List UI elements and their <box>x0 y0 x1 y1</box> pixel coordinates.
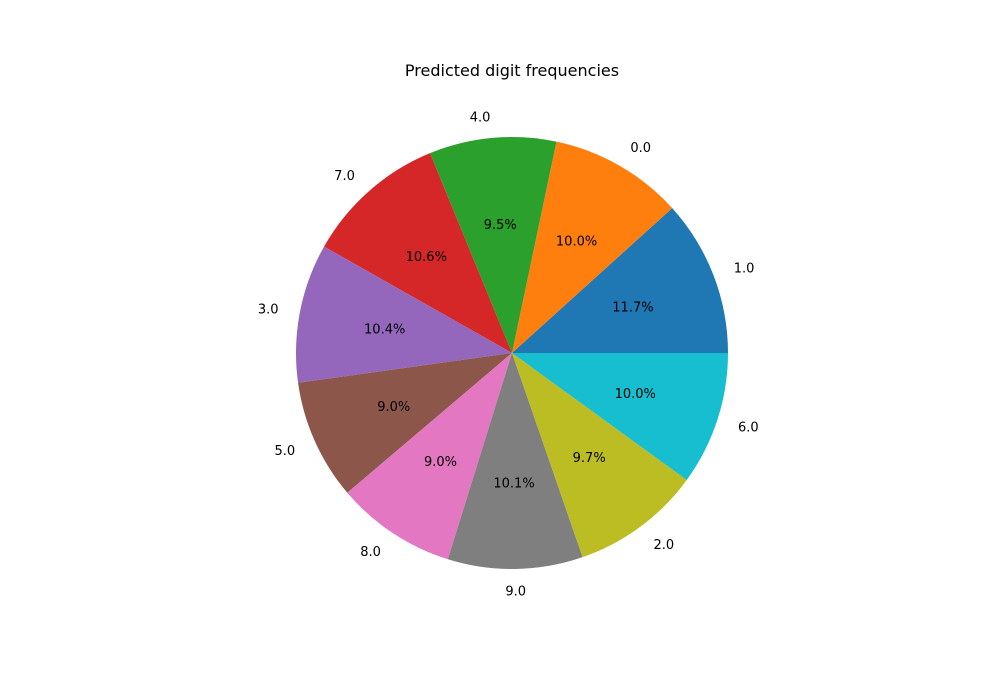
slice-label-3-0: 3.0 <box>258 302 279 317</box>
slice-pct-7-0: 10.6% <box>406 250 447 265</box>
slice-label-7-0: 7.0 <box>334 169 355 184</box>
slice-pct-8-0: 9.0% <box>424 455 457 470</box>
pie-labels: 1.0 11.7% 0.0 10.0% 4.0 9.5% 7.0 10.6% 3.0 10.4% 5… <box>258 110 759 599</box>
slice-label-8-0: 8.0 <box>360 545 381 560</box>
slice-label-0-0: 0.0 <box>630 141 651 156</box>
slice-pct-1-0: 11.7% <box>612 300 653 315</box>
chart-title: Predicted digit frequencies <box>405 61 619 80</box>
slice-pct-2-0: 9.7% <box>573 451 606 466</box>
slice-pct-0-0: 10.0% <box>556 235 597 250</box>
pie-slice-7-0 <box>324 153 512 353</box>
slice-label-1-0: 1.0 <box>734 262 755 277</box>
pie-slices <box>296 137 728 569</box>
pie-slice-2-0 <box>512 353 687 558</box>
slice-pct-6-0: 10.0% <box>615 387 656 402</box>
slice-label-9-0: 9.0 <box>505 585 526 600</box>
pie-slice-0-0 <box>512 141 673 353</box>
slice-pct-5-0: 9.0% <box>377 400 410 415</box>
pie-slice-4-0 <box>429 137 557 353</box>
pie-slice-9-0 <box>447 353 583 569</box>
slice-label-6-0: 6.0 <box>738 420 759 435</box>
slice-pct-9-0: 10.1% <box>493 477 534 492</box>
pie-slice-8-0 <box>347 353 512 560</box>
slice-label-2-0: 2.0 <box>653 538 674 553</box>
slice-pct-3-0: 10.4% <box>364 323 405 338</box>
pie-slice-1-0 <box>512 208 728 353</box>
pie-slice-6-0 <box>512 353 728 480</box>
slice-pct-4-0: 9.5% <box>484 218 517 233</box>
slice-label-5-0: 5.0 <box>274 444 295 459</box>
slice-label-4-0: 4.0 <box>470 110 491 125</box>
pie-slice-5-0 <box>298 353 512 493</box>
pie-slice-3-0 <box>296 246 512 383</box>
